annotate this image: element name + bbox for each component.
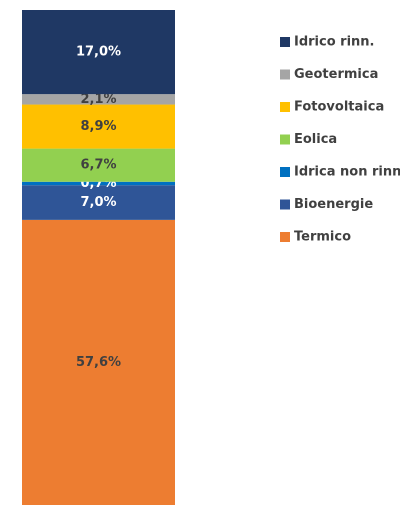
data-label: 6,7% bbox=[80, 158, 116, 173]
data-label: 7,0% bbox=[80, 195, 116, 210]
legend-swatch bbox=[280, 134, 290, 145]
legend-label: Fotovoltaica bbox=[294, 100, 384, 115]
legend-swatch bbox=[280, 102, 290, 112]
data-label: 17,0% bbox=[76, 45, 121, 60]
bar-segment bbox=[22, 104, 175, 149]
legend-swatch bbox=[280, 167, 290, 177]
legend-label: Geotermica bbox=[294, 67, 378, 82]
legend-label: Bioenergie bbox=[294, 197, 373, 212]
bar-segment bbox=[22, 10, 175, 95]
legend-swatch bbox=[280, 69, 290, 80]
legend-label: Eolica bbox=[294, 132, 337, 147]
bar-segment bbox=[22, 181, 175, 186]
legend-swatch bbox=[280, 232, 290, 242]
bar-segment bbox=[22, 219, 175, 505]
legend-label: Idrico rinn. bbox=[294, 35, 375, 50]
legend-swatch bbox=[280, 37, 290, 47]
legend-label: Idrica non rinn. bbox=[294, 165, 400, 180]
data-label: 8,9% bbox=[80, 119, 116, 134]
bar-segment bbox=[22, 148, 175, 182]
data-label: 2,1% bbox=[80, 92, 116, 107]
legend-label: Termico bbox=[294, 230, 351, 245]
data-label: 57,6% bbox=[76, 355, 121, 370]
legend-swatch bbox=[280, 199, 290, 210]
bar-segment bbox=[22, 185, 175, 220]
bar-segment bbox=[22, 94, 175, 105]
